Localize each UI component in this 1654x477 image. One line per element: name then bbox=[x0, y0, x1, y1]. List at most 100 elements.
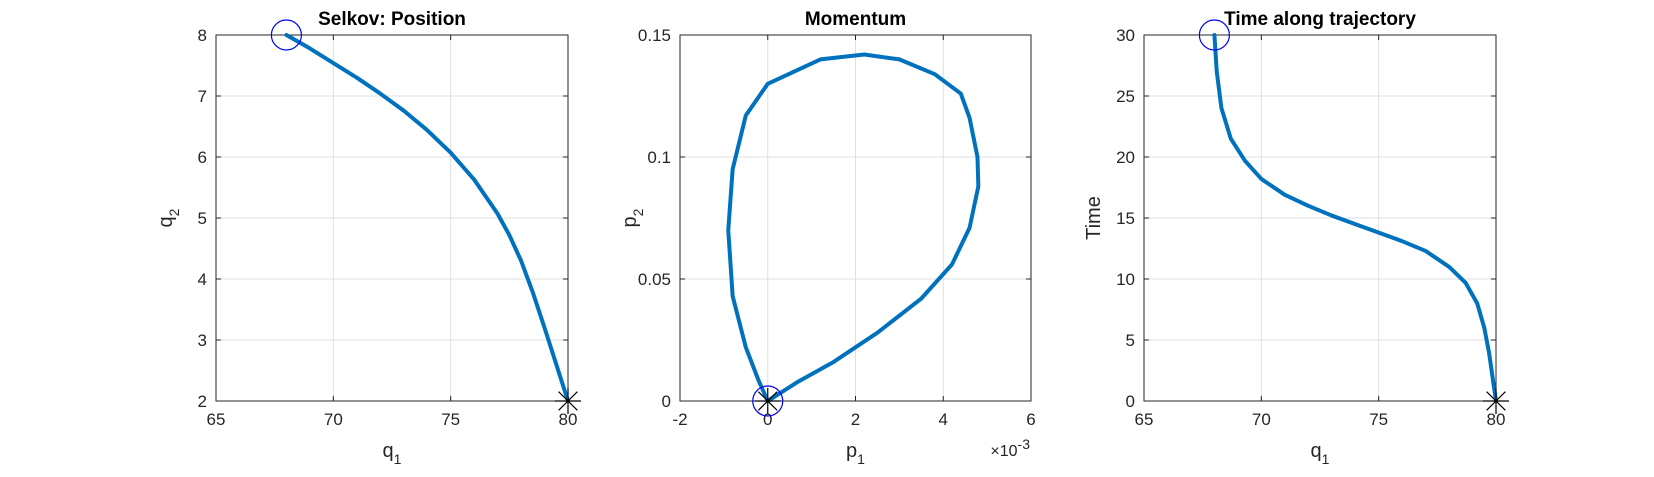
data-point bbox=[967, 116, 972, 120]
data-point bbox=[766, 82, 770, 86]
data-point bbox=[355, 76, 359, 80]
data-point bbox=[1487, 350, 1491, 354]
x-tick-label: 0 bbox=[763, 410, 772, 429]
y-axis-label: Time bbox=[1083, 196, 1105, 240]
data-point bbox=[308, 46, 312, 51]
end-marker-stroke bbox=[558, 391, 578, 411]
data-point bbox=[1475, 301, 1479, 305]
x-axis-label-main: q bbox=[383, 440, 394, 462]
data-point bbox=[975, 155, 980, 159]
data-point bbox=[1447, 265, 1451, 269]
end-marker bbox=[555, 388, 581, 414]
data-point bbox=[519, 259, 523, 263]
y-tick-label: 7 bbox=[198, 87, 207, 106]
data-point bbox=[967, 226, 972, 230]
data-point bbox=[726, 228, 730, 232]
y-tick-label: 3 bbox=[198, 331, 207, 350]
y-tick-label: 2 bbox=[198, 392, 207, 411]
data-point bbox=[959, 91, 963, 96]
x-tick-label: -2 bbox=[672, 410, 687, 429]
y-tick-label: 0.1 bbox=[647, 148, 671, 167]
start-marker bbox=[752, 385, 784, 417]
data-point bbox=[897, 57, 901, 62]
x-axis-label-subscript: 1 bbox=[857, 451, 865, 467]
y-tick-label: 20 bbox=[1116, 148, 1135, 167]
y-axis-label-subscript: 2 bbox=[166, 208, 182, 216]
data-point bbox=[449, 151, 453, 155]
data-point bbox=[378, 91, 382, 96]
data-point bbox=[932, 72, 937, 76]
data-point bbox=[1215, 70, 1219, 74]
data-point bbox=[757, 379, 761, 384]
x-tick-label: 4 bbox=[939, 410, 948, 429]
data-point bbox=[531, 290, 535, 295]
data-point bbox=[542, 326, 547, 330]
data-point bbox=[796, 379, 801, 384]
y-axis-label-main: p bbox=[619, 216, 641, 227]
x-tick-label: 70 bbox=[324, 410, 343, 429]
data-point bbox=[331, 61, 335, 65]
y-axis-label-main: Time bbox=[1083, 196, 1105, 240]
x-axis-label-main: q bbox=[1311, 440, 1322, 462]
series-line-1 bbox=[284, 33, 570, 403]
x-axis-label: q1 bbox=[383, 440, 402, 467]
y-tick-label: 6 bbox=[198, 148, 207, 167]
x-tick-label: 80 bbox=[1487, 410, 1506, 429]
data-point bbox=[1463, 281, 1468, 285]
data-point bbox=[1229, 137, 1233, 141]
data-point bbox=[875, 331, 880, 335]
data-point bbox=[950, 262, 954, 266]
data-point bbox=[919, 296, 923, 301]
y-tick-label: 5 bbox=[1126, 331, 1135, 350]
x-axis-label-subscript: 1 bbox=[1322, 451, 1330, 467]
x-exponent-label: ×10-3 bbox=[990, 436, 1030, 460]
y-tick-label: 0 bbox=[662, 392, 671, 411]
end-marker bbox=[1483, 388, 1509, 414]
data-point bbox=[744, 113, 748, 118]
y-axis-label: p2 bbox=[619, 208, 646, 227]
end-marker-stroke bbox=[1486, 391, 1506, 411]
data-point bbox=[731, 294, 735, 298]
x-tick-label: 70 bbox=[1252, 410, 1271, 429]
plot-title: Time along trajectory bbox=[1224, 9, 1416, 30]
end-marker bbox=[754, 388, 781, 414]
data-point bbox=[402, 109, 406, 113]
data-point bbox=[1259, 177, 1263, 181]
data-point bbox=[425, 128, 429, 132]
x-axis-label: p1 bbox=[846, 440, 865, 467]
y-axis-label: q2 bbox=[155, 208, 182, 227]
y-tick-label: 5 bbox=[198, 209, 207, 228]
data-point bbox=[1243, 159, 1247, 163]
y-tick-label: 4 bbox=[198, 270, 207, 289]
x-axis-label: q1 bbox=[1311, 440, 1330, 467]
x-tick-label: 80 bbox=[559, 410, 578, 429]
y-tick-label: 0.05 bbox=[638, 270, 671, 289]
x-tick-label: 6 bbox=[1026, 410, 1035, 429]
start-marker bbox=[270, 19, 302, 51]
x-tick-label: 75 bbox=[441, 410, 460, 429]
y-tick-label: 15 bbox=[1116, 209, 1135, 228]
data-point bbox=[976, 184, 980, 188]
data-point bbox=[1283, 193, 1287, 197]
y-axis-label-main: q bbox=[155, 216, 177, 227]
data-point bbox=[1219, 106, 1224, 110]
x-tick-label: 65 bbox=[1135, 410, 1154, 429]
data-point bbox=[472, 177, 476, 182]
data-point bbox=[554, 362, 558, 366]
x-tick-label: 2 bbox=[851, 410, 860, 429]
series-line-1 bbox=[1212, 33, 1498, 403]
y-tick-label: 0.15 bbox=[638, 26, 671, 45]
plot-title: Momentum bbox=[805, 9, 906, 30]
data-point bbox=[744, 345, 748, 349]
y-tick-label: 10 bbox=[1116, 270, 1135, 289]
data-point bbox=[507, 233, 511, 237]
data-point bbox=[1482, 326, 1486, 330]
data-point bbox=[1424, 249, 1428, 253]
data-point bbox=[284, 33, 288, 37]
y-tick-label: 0 bbox=[1126, 392, 1135, 411]
data-point bbox=[1490, 375, 1495, 379]
